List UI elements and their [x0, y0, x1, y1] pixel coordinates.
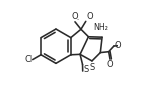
- Text: O: O: [72, 12, 78, 21]
- Text: ··: ··: [77, 17, 80, 22]
- Text: NH₂: NH₂: [94, 23, 109, 32]
- Text: O: O: [107, 60, 114, 69]
- Text: S: S: [90, 63, 95, 72]
- Text: O: O: [115, 41, 122, 50]
- Text: O: O: [86, 12, 93, 21]
- Text: Cl: Cl: [24, 55, 32, 64]
- Text: S: S: [83, 65, 89, 74]
